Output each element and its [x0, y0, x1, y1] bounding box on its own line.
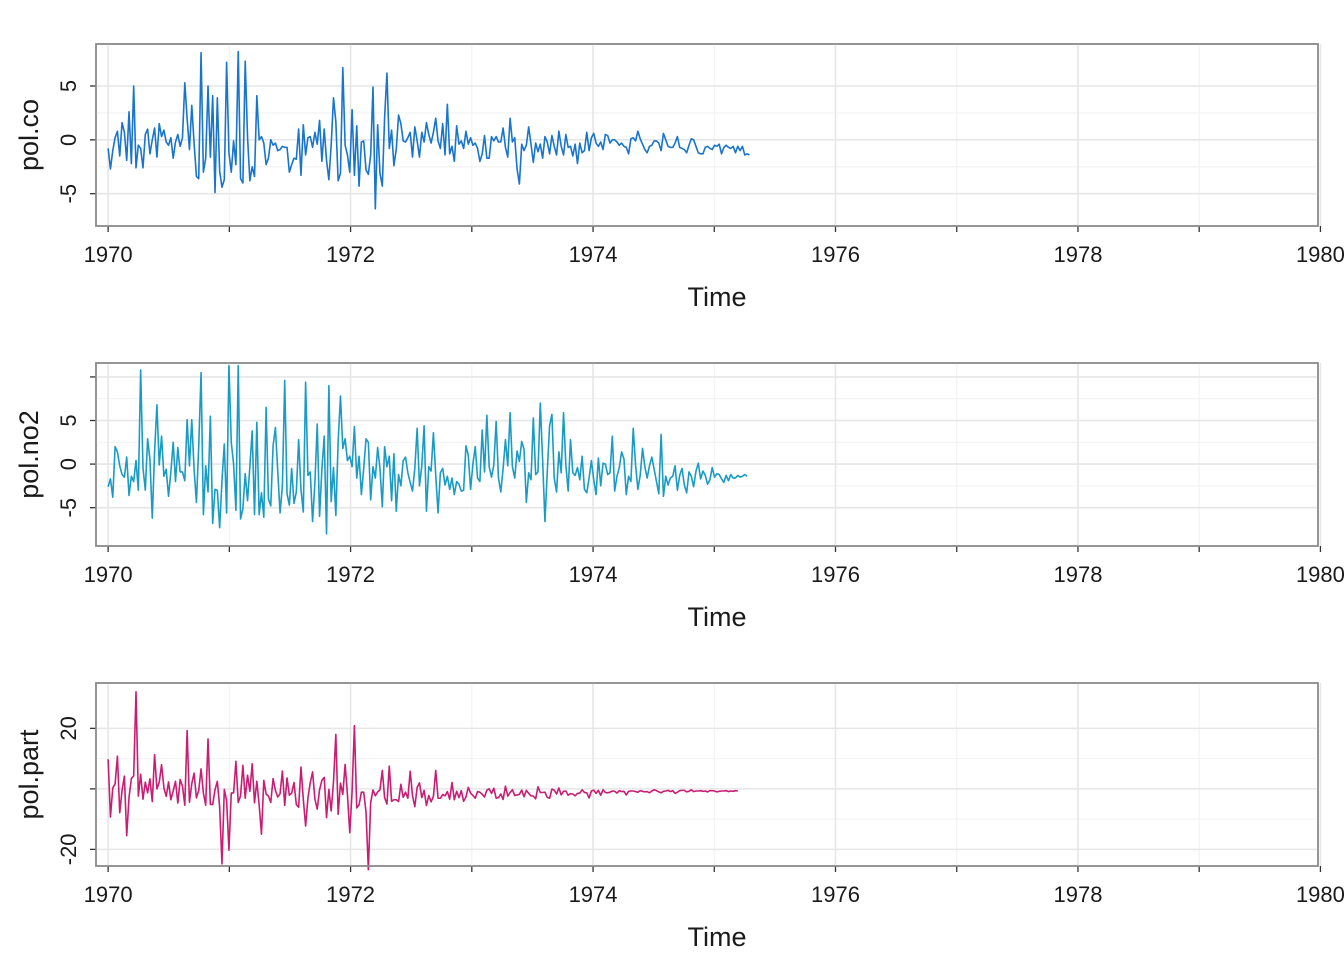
y-tick-label: -20: [56, 833, 81, 865]
x-axis-title: Time: [688, 282, 747, 312]
panel-pol-no2: 1970 1972 1974 1976 1978 1980 -5 0 5 Time pol.no2: [14, 362, 1344, 632]
x-tick-label: 1972: [326, 562, 375, 587]
x-tick-label: 1976: [811, 242, 860, 267]
x-tick-label: 1974: [569, 562, 618, 587]
y-tick-label: 20: [56, 716, 81, 740]
panel-border: [95, 362, 1319, 547]
x-tick-label: 1978: [1053, 562, 1102, 587]
x-tick-label: 1970: [84, 562, 133, 587]
panel-background: [95, 362, 1319, 547]
x-tick-label: 1980: [1296, 562, 1344, 587]
x-axis-title: Time: [688, 602, 747, 632]
x-tick-label: 1974: [569, 882, 618, 907]
y-tick-label: 5: [56, 80, 81, 92]
x-tick-label: 1972: [326, 882, 375, 907]
x-tick-label: 1980: [1296, 242, 1344, 267]
series-line-pol-co: [107, 50, 750, 210]
y-axis-title: pol.part: [14, 729, 44, 820]
panel-border: [95, 43, 1319, 227]
panel-background: [95, 43, 1319, 227]
series-line-pol-no2: [107, 364, 748, 535]
y-axis-title: pol.co: [14, 99, 44, 171]
y-axis-title: pol.no2: [14, 410, 44, 499]
panel-pol-co: 1970 1972 1974 1976 1978 1980 -5 0 5 Time pol.co: [14, 43, 1344, 312]
series-line-pol-part: [107, 690, 738, 871]
x-tick-label: 1976: [811, 882, 860, 907]
x-axis-title: Time: [688, 922, 747, 952]
panel-pol-part: 1970 1972 1974 1976 1978 1980 -20 20 Time pol.par…: [14, 682, 1344, 952]
y-tick-label: 0: [56, 458, 81, 470]
x-tick-label: 1974: [569, 242, 618, 267]
x-tick-label: 1970: [84, 882, 133, 907]
x-tick-label: 1978: [1053, 242, 1102, 267]
y-tick-label: 5: [56, 414, 81, 426]
x-tick-label: 1976: [811, 562, 860, 587]
panel-background: [95, 682, 1319, 867]
x-tick-label: 1978: [1053, 882, 1102, 907]
y-tick-label: -5: [56, 498, 81, 518]
x-tick-label: 1970: [84, 242, 133, 267]
y-tick-label: -5: [56, 184, 81, 204]
x-tick-label: 1972: [326, 242, 375, 267]
panel-border: [95, 682, 1319, 867]
y-tick-label: 0: [56, 134, 81, 146]
x-tick-label: 1980: [1296, 882, 1344, 907]
